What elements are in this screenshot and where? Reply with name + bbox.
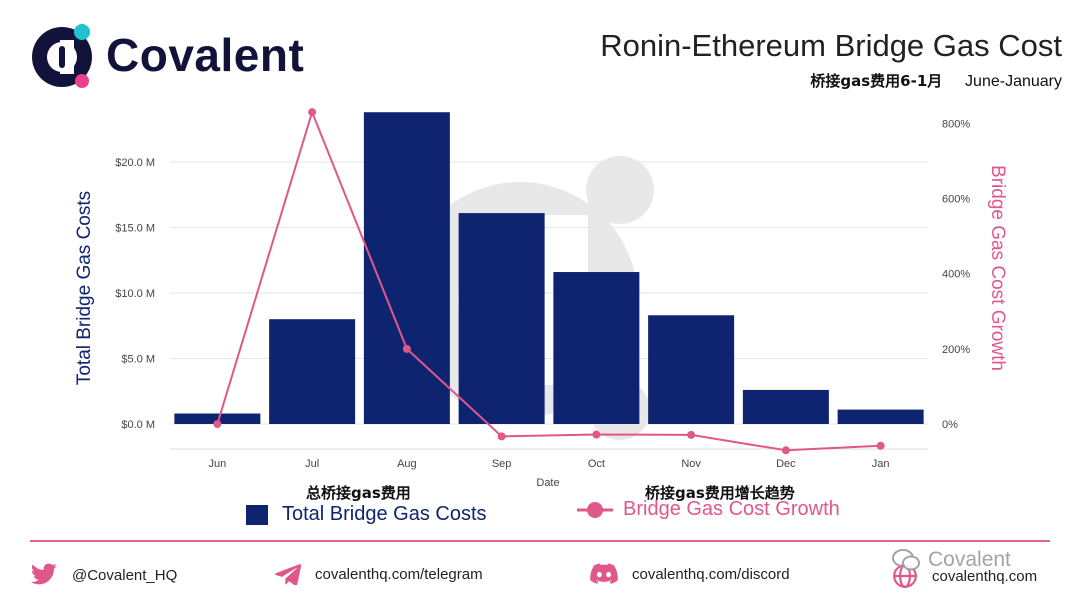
x-tick-label: Oct: [588, 458, 605, 470]
y-axis-title: Total Bridge Gas Costs: [74, 191, 95, 385]
bridge-gas-chart: $0.0 M $5.0 M $10.0 M $15.0 M $20.0 M 0% 200% 4…: [74, 108, 1008, 489]
y-tick-label: $15.0 M: [115, 223, 155, 235]
growth-point: [781, 446, 790, 455]
covalent-logo-icon: [32, 24, 92, 88]
growth-point: [876, 441, 885, 450]
growth-point: [592, 430, 601, 439]
y2-tick-label: 400%: [942, 269, 970, 281]
line-caption-cn: 桥接gas费用增长趋势: [645, 484, 795, 502]
bar: [553, 272, 640, 424]
wechat-icon: [892, 549, 920, 571]
x-tick-label: Sep: [492, 458, 512, 470]
brand-name: Covalent: [106, 29, 305, 81]
y-tick-label: $10.0 M: [115, 288, 155, 300]
x-tick-label: Jun: [209, 458, 227, 470]
legend-line-marker-icon: [577, 501, 613, 518]
telegram-icon: [275, 564, 301, 585]
x-tick-label: Aug: [397, 458, 417, 470]
website-link: covalenthq.com: [932, 567, 1038, 585]
y2-axis-title: Bridge Gas Cost Growth: [987, 165, 1008, 371]
growth-point: [497, 432, 506, 441]
footer-telegram[interactable]: covalenthq.com/telegram: [275, 563, 483, 585]
y2-tick-label: 600%: [942, 194, 970, 206]
discord-icon: [590, 563, 618, 584]
growth-line: [216, 109, 881, 452]
x-tick-label: Jan: [872, 458, 890, 470]
growth-point: [308, 108, 317, 117]
covalent-logo: [30, 20, 330, 92]
y-tick-label: $0.0 M: [121, 419, 155, 431]
footer-twitter[interactable]: @Covalent_HQ: [30, 563, 177, 587]
y2-tick-label: 0%: [942, 419, 958, 431]
legend-bars-label: Total Bridge Gas Costs: [282, 503, 487, 525]
bar: [648, 315, 735, 424]
discord-link: covalenthq.com/discord: [632, 565, 790, 583]
chart-title: Ronin-Ethereum Bridge Gas Cost: [600, 28, 1062, 63]
x-tick-label: Dec: [776, 458, 796, 470]
subtitle-en: June-January: [965, 73, 1062, 90]
bar: [742, 389, 829, 424]
x-axis-title: Date: [536, 477, 559, 489]
footer-discord[interactable]: covalenthq.com/discord: [590, 563, 790, 585]
bar: [174, 413, 261, 424]
bars-caption-cn: 总桥接gas费用: [306, 484, 411, 502]
growth-point: [687, 430, 696, 439]
legend-bars-swatch: [246, 504, 268, 525]
watermark-label: Covalent: [928, 548, 1011, 571]
telegram-link: covalenthq.com/telegram: [315, 565, 483, 583]
bar: [363, 112, 450, 424]
bar: [269, 319, 356, 424]
legend-bars: Total Bridge Gas Costs: [246, 503, 487, 526]
x-tick-label: Jul: [305, 458, 319, 470]
subtitle-cn: 桥接gas费用6-1月: [810, 72, 943, 90]
y-tick-label: $5.0 M: [121, 354, 155, 366]
bar: [458, 213, 545, 424]
twitter-handle: @Covalent_HQ: [72, 566, 178, 584]
y2-tick-label: 200%: [942, 344, 970, 356]
growth-point: [402, 344, 411, 353]
bar: [837, 409, 924, 424]
legend-line-label: Bridge Gas Cost Growth: [623, 498, 840, 520]
legend-line: Bridge Gas Cost Growth: [577, 498, 840, 521]
twitter-icon: [30, 563, 57, 585]
growth-point: [213, 420, 222, 428]
chart-subtitle: 桥接gas费用6-1月 June-January: [810, 70, 1062, 91]
wechat-watermark: Covalent: [892, 548, 1011, 572]
x-tick-label: Nov: [681, 458, 701, 470]
footer-divider: [30, 540, 1050, 542]
y2-tick-label: 800%: [942, 118, 970, 130]
y-tick-label: $20.0 M: [115, 157, 155, 169]
